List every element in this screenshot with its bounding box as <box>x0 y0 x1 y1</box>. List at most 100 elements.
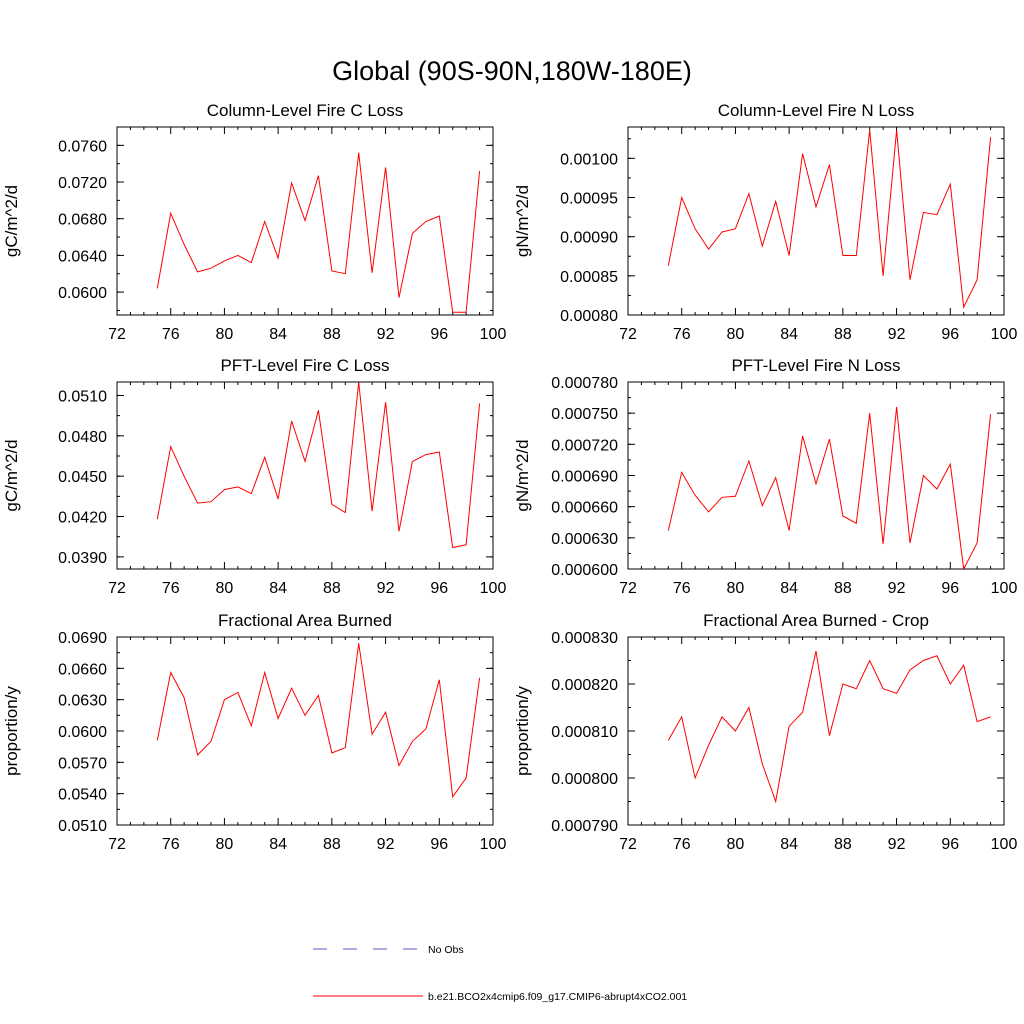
y-tick-label: 0.0510 <box>58 818 107 835</box>
panel-2: Column-Level Fire N Loss gN/m^2/d 72 76 80 84… <box>513 101 1017 343</box>
x-tick-label: 96 <box>430 580 448 597</box>
y-tick-label: 0.0660 <box>58 661 107 678</box>
y-axis-label: gC/m^2/d <box>2 185 21 257</box>
series-line <box>156 643 481 799</box>
legend-label-no-obs: No Obs <box>428 944 464 956</box>
x-tick-label: 76 <box>673 580 691 597</box>
x-tick-label: 72 <box>619 580 637 597</box>
panel-5: Fractional Area Burned proportion/y 72 76 80… <box>2 611 506 853</box>
x-tick-label: 76 <box>673 326 691 343</box>
x-tick-label: 96 <box>941 836 959 853</box>
y-tick-label: 0.0510 <box>58 388 107 405</box>
x-tick-label: 92 <box>377 836 395 853</box>
x-tick-label: 80 <box>727 326 745 343</box>
y-tick-label: 0.0690 <box>58 630 107 647</box>
series-line <box>667 130 992 309</box>
plot-frame <box>116 381 494 570</box>
x-tick-label: 84 <box>269 326 287 343</box>
page-title: Global (90S-90N,180W-180E) <box>332 56 692 86</box>
x-tick-label: 72 <box>108 326 126 343</box>
y-axis-label: gC/m^2/d <box>2 439 21 511</box>
y-tick-label: 0.0600 <box>58 285 107 302</box>
x-tick-label: 84 <box>269 836 287 853</box>
x-tick-label: 92 <box>888 580 906 597</box>
x-tick-label: 88 <box>323 326 341 343</box>
y-tick-label: 0.00080 <box>560 308 618 325</box>
y-tick-label: 0.000780 <box>551 375 618 392</box>
y-tick-label: 0.00085 <box>560 269 618 286</box>
x-tick-label: 96 <box>430 836 448 853</box>
x-tick-label: 92 <box>888 326 906 343</box>
x-tick-label: 88 <box>834 326 852 343</box>
x-tick-label: 80 <box>216 580 234 597</box>
x-tick-label: 80 <box>216 326 234 343</box>
x-tick-label: 72 <box>108 836 126 853</box>
x-tick-label: 72 <box>108 580 126 597</box>
plot-frame <box>116 636 494 826</box>
x-tick-label: 72 <box>619 326 637 343</box>
x-tick-label: 84 <box>780 580 798 597</box>
y-tick-label: 0.000720 <box>551 437 618 454</box>
panel-title: Fractional Area Burned - Crop <box>703 611 929 630</box>
x-tick-label: 76 <box>673 836 691 853</box>
y-axis-label: gN/m^2/d <box>513 439 532 511</box>
x-tick-label: 100 <box>480 836 507 853</box>
y-tick-label: 0.0390 <box>58 550 107 567</box>
plot-frame <box>627 381 1005 570</box>
x-tick-label: 76 <box>162 836 180 853</box>
x-tick-label: 80 <box>727 836 745 853</box>
series-line <box>667 650 991 804</box>
y-tick-label: 0.000630 <box>551 531 618 548</box>
panel-3: PFT-Level Fire C Loss gC/m^2/d 72 76 80 84 88 9… <box>2 356 506 597</box>
y-tick-label: 0.000820 <box>551 677 618 694</box>
x-tick-label: 84 <box>780 326 798 343</box>
y-tick-label: 0.000690 <box>551 469 618 486</box>
legend-item-model: b.e21.BCO2x4cmip6.f09_g17.CMIP6-abrupt4x… <box>313 991 687 1003</box>
x-tick-label: 100 <box>991 836 1018 853</box>
series-line <box>156 152 481 313</box>
legend: No Obs b.e21.BCO2x4cmip6.f09_g17.CMIP6-a… <box>313 944 687 1003</box>
y-tick-label: 0.0540 <box>58 787 107 804</box>
x-tick-label: 96 <box>941 580 959 597</box>
series-line <box>667 406 992 571</box>
y-tick-label: 0.000830 <box>551 630 618 647</box>
panel-1: Column-Level Fire C Loss gC/m^2/d 72 76 80 84… <box>2 101 506 343</box>
legend-item-no-obs: No Obs <box>313 944 464 956</box>
x-tick-label: 100 <box>991 326 1018 343</box>
panel-title: PFT-Level Fire C Loss <box>220 356 389 375</box>
y-tick-label: 0.00095 <box>560 191 618 208</box>
y-tick-label: 0.00090 <box>560 230 618 247</box>
plot-frame <box>627 126 1005 316</box>
y-tick-label: 0.0640 <box>58 248 107 265</box>
x-tick-label: 96 <box>941 326 959 343</box>
x-tick-label: 88 <box>323 836 341 853</box>
y-tick-label: 0.0680 <box>58 212 107 229</box>
x-tick-label: 88 <box>834 836 852 853</box>
x-tick-label: 100 <box>991 580 1018 597</box>
x-tick-label: 100 <box>480 580 507 597</box>
panel-4: PFT-Level Fire N Loss gN/m^2/d 72 76 80 84 88 9… <box>513 356 1017 597</box>
x-tick-label: 88 <box>323 580 341 597</box>
panels: Column-Level Fire C Loss gC/m^2/d 72 76 80 84… <box>2 101 1017 853</box>
y-tick-label: 0.0600 <box>58 724 107 741</box>
panel-title: PFT-Level Fire N Loss <box>731 356 900 375</box>
panel-6: Fractional Area Burned - Crop proportion/… <box>513 611 1017 853</box>
y-tick-label: 0.0420 <box>58 510 107 527</box>
y-axis-label: proportion/y <box>513 686 532 776</box>
y-tick-label: 0.000810 <box>551 724 618 741</box>
x-tick-label: 80 <box>216 836 234 853</box>
y-tick-label: 0.000750 <box>551 406 618 423</box>
y-tick-label: 0.0760 <box>58 138 107 155</box>
panel-title: Fractional Area Burned <box>218 611 392 630</box>
y-tick-label: 0.0570 <box>58 755 107 772</box>
y-tick-label: 0.0450 <box>58 469 107 486</box>
y-tick-label: 0.0720 <box>58 175 107 192</box>
x-tick-label: 80 <box>727 580 745 597</box>
y-tick-label: 0.00100 <box>560 151 618 168</box>
panel-title: Column-Level Fire C Loss <box>207 101 404 120</box>
y-tick-label: 0.0480 <box>58 429 107 446</box>
x-tick-label: 84 <box>269 580 287 597</box>
y-tick-label: 0.000790 <box>551 818 618 835</box>
y-axis-label: proportion/y <box>2 686 21 776</box>
